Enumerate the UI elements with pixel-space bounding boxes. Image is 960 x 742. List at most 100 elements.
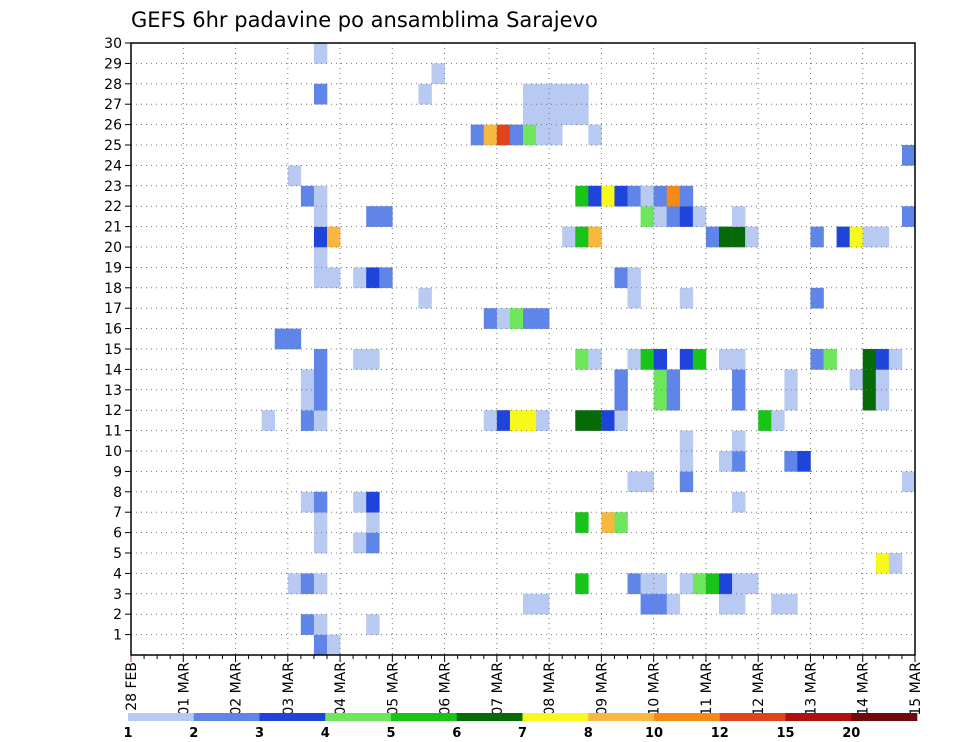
- heatmap-cell: [614, 389, 628, 411]
- y-tick-label: 20: [104, 240, 122, 256]
- heatmap-cell: [627, 185, 641, 207]
- heatmap-cell: [901, 206, 916, 227]
- heatmap-cell: [640, 573, 654, 595]
- legend-swatch: [391, 713, 458, 721]
- heatmap-cell: [732, 430, 746, 452]
- heatmap-cell: [771, 593, 785, 615]
- heatmap-cell: [575, 512, 589, 533]
- heatmap-cell: [483, 308, 498, 329]
- heatmap-cell: [536, 104, 550, 125]
- heatmap-cell: [627, 573, 641, 595]
- legend-label: 5: [386, 726, 395, 741]
- y-tick-label: 18: [104, 281, 122, 297]
- heatmap-cell: [784, 369, 798, 391]
- y-tick-label: 30: [104, 36, 122, 52]
- y-tick-label: 27: [104, 97, 122, 113]
- heatmap-cell: [327, 226, 341, 248]
- heatmap-cell: [523, 308, 537, 329]
- heatmap-cell: [366, 532, 380, 554]
- heatmap-cell: [653, 369, 668, 391]
- heatmap-cell: [614, 267, 628, 289]
- heatmap-cell: [653, 573, 668, 595]
- heatmap-cell: [418, 287, 432, 309]
- heatmap-cell: [679, 471, 694, 493]
- heatmap-cell: [679, 185, 694, 207]
- heatmap-cell: [653, 185, 668, 207]
- heatmap-cell: [588, 185, 602, 207]
- heatmap-cell: [666, 593, 681, 615]
- heatmap-cell: [732, 349, 746, 370]
- heatmap-cell: [771, 410, 785, 431]
- heatmap-cell: [575, 104, 589, 125]
- heatmap-cell: [353, 491, 367, 513]
- heatmap-cell: [575, 185, 589, 207]
- x-tick-label: 11 MAR: [699, 662, 715, 716]
- heatmap-cell: [862, 369, 877, 391]
- heatmap-cell: [627, 349, 641, 370]
- heatmap-cell: [705, 573, 720, 595]
- heatmap-cell: [875, 349, 890, 370]
- legend-label: 1: [123, 726, 132, 741]
- y-tick-label: 17: [104, 301, 122, 317]
- heatmap-cell: [575, 349, 589, 370]
- y-axis: 1234567891011121314151617181920212223242…: [104, 36, 131, 644]
- heatmap-cell: [496, 410, 511, 431]
- heatmap-cell: [666, 185, 681, 207]
- heatmap-cell: [732, 593, 746, 615]
- y-tick-label: 5: [113, 546, 122, 562]
- heatmap-cell: [313, 83, 328, 105]
- heatmap-cell: [627, 287, 641, 309]
- y-tick-label: 25: [104, 138, 122, 154]
- heatmap-cell: [523, 410, 537, 431]
- heatmap-cell: [679, 573, 694, 595]
- heatmap-cell: [614, 512, 628, 533]
- legend-label: 15: [776, 726, 794, 741]
- x-axis: 28 FEB 01 MAR 02 MAR 03 MAR 04 MAR 05 MAR 06 M…: [124, 655, 924, 716]
- heatmap-cell: [692, 573, 707, 595]
- heatmap-cell: [353, 349, 367, 370]
- heatmap-cell: [901, 145, 916, 166]
- heatmap-cell: [313, 389, 328, 411]
- heatmap-cell: [745, 573, 759, 595]
- heatmap-cell: [588, 410, 602, 431]
- heatmap-cell: [875, 389, 890, 411]
- heatmap-cell: [849, 226, 864, 248]
- heatmap-cell: [287, 573, 302, 595]
- heatmap-cell: [496, 124, 511, 146]
- heatmap-cell: [732, 451, 746, 472]
- heatmap-cell: [640, 349, 654, 370]
- heatmap-cell: [470, 124, 485, 146]
- heatmap-cell: [758, 410, 772, 431]
- legend-label: 2: [189, 726, 198, 741]
- heatmap-cell: [601, 410, 615, 431]
- heatmap-cell: [313, 491, 328, 513]
- heatmap-cell: [313, 410, 328, 431]
- heatmap-cell: [653, 389, 668, 411]
- heatmap-cell: [313, 369, 328, 391]
- y-tick-label: 7: [113, 505, 122, 521]
- heatmap-cell: [653, 206, 668, 227]
- heatmap-cell: [523, 593, 537, 615]
- heatmap-cells: [261, 43, 916, 656]
- heatmap-cell: [483, 124, 498, 146]
- heatmap-cell: [366, 491, 380, 513]
- heatmap-cell: [875, 226, 890, 248]
- heatmap-cell: [719, 226, 733, 248]
- x-tick-label: 01 MAR: [176, 662, 192, 716]
- heatmap-cell: [300, 369, 315, 391]
- heatmap-cell: [300, 185, 315, 207]
- heatmap-cell: [679, 287, 694, 309]
- y-tick-label: 4: [113, 566, 122, 582]
- heatmap-cell: [719, 349, 733, 370]
- heatmap-cell: [313, 206, 328, 227]
- y-tick-label: 28: [104, 77, 122, 93]
- heatmap-cell: [562, 83, 576, 105]
- x-tick-label: 02 MAR: [229, 662, 245, 716]
- heatmap-cell: [549, 104, 563, 125]
- y-tick-label: 10: [104, 444, 122, 460]
- legend-swatch: [588, 713, 655, 721]
- heatmap-cell: [797, 451, 811, 472]
- heatmap-cell: [366, 614, 380, 635]
- x-tick-label: 04 MAR: [333, 662, 349, 716]
